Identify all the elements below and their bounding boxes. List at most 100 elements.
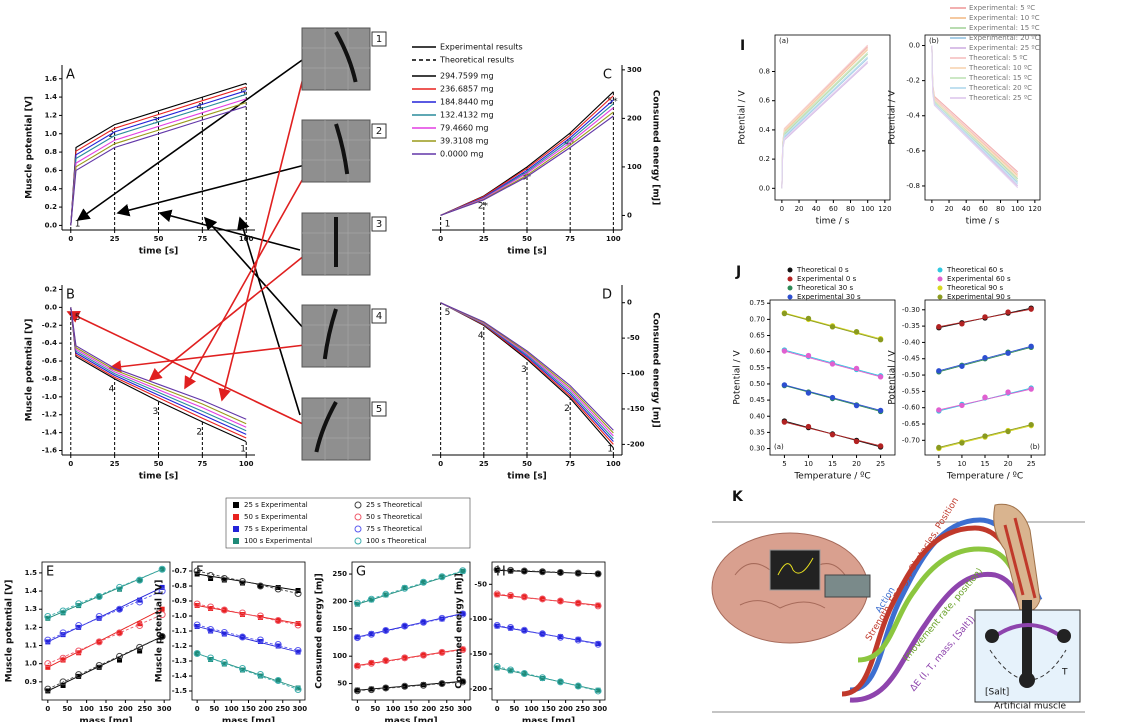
point [116,629,124,637]
point [158,587,166,595]
y-tick-label: -1.4 [42,429,57,437]
plot-frame [924,299,1046,456]
y-tick-label: -0.8 [172,582,187,590]
fit-line [357,570,463,604]
plot-frame [924,34,1041,201]
arrow [158,209,301,251]
point [575,683,581,689]
series-line [440,95,614,216]
point [520,567,528,575]
point [367,686,375,694]
point [853,402,860,409]
point [238,578,246,585]
panel-label: E [46,565,54,580]
marker-label: 4 [196,103,202,113]
x-tick-label: 50 [154,235,164,243]
point [294,590,302,597]
point [353,687,361,695]
fit-line [47,608,163,668]
point [295,649,301,655]
point [193,650,201,657]
point [438,573,446,581]
point [493,566,501,574]
y-tick-label: -0.8 [42,375,57,383]
point [220,629,228,636]
arrow [184,174,306,390]
marker-label: 1 [607,445,613,455]
point [45,615,51,621]
legend-label: 0.0000 mg [440,150,483,159]
point [275,678,281,683]
point [575,636,581,642]
point [257,583,263,589]
y-tick-label: 0.0 [759,184,770,192]
diagram-label: T [1061,668,1068,678]
y-tick-label: 200 [332,597,347,605]
point [275,643,281,649]
point [239,667,245,673]
point [76,650,82,656]
legend-swatch [787,294,793,300]
y-tick-label: 1.6 [45,75,58,83]
point [137,621,143,627]
y-tick-label: -0.65 [902,420,920,428]
y-tick-label: 0.0 [909,42,920,50]
point [76,603,82,609]
legend-swatch [787,276,793,282]
x-tick-label: 200 [118,705,133,713]
y-tick-label: -1.4 [172,672,187,680]
legend-swatch [233,502,239,508]
point [401,654,409,662]
x-tick-label: 50 [154,460,164,468]
photo-grid [302,120,370,182]
point [508,568,514,574]
subplot-label: (a) [779,37,789,45]
point [460,610,466,616]
x-tick-label: 80 [996,205,1005,213]
y-tick-label: 250 [332,570,347,578]
point [220,606,228,614]
point [574,636,582,644]
x-tick-label: 0 [930,205,934,213]
point [44,660,52,668]
x-tick-label: 0 [780,205,784,213]
point [557,569,563,575]
marker-label: 2 [196,427,202,437]
point [194,624,200,629]
diagram-label: Artificial muscle [994,702,1066,712]
point [982,355,988,361]
x-tick-label: 200 [422,705,437,713]
legend-label: Experimental 30 s [797,293,861,301]
point [556,633,564,641]
x-tick-label: 50 [522,460,532,468]
arm-muscle [1003,517,1037,599]
y-tick-label: -0.8 [906,182,920,190]
legend-label: 236.6857 mg [440,85,494,94]
legend-label: 50 s Theoretical [366,513,422,521]
y-tick-label: -1.0 [172,612,187,620]
legend-label: 132.4132 mg [440,111,494,120]
marker-label: 3 [153,116,159,126]
x-tick-label: 150 [404,705,419,713]
x-tick-label: 0 [355,705,360,713]
point [208,628,214,634]
point [59,654,67,662]
y-tick-label: -0.60 [902,404,920,412]
legend-label: Theoretical 60 s [946,266,1003,274]
legend-swatch [354,501,362,509]
point [208,657,214,662]
point [494,567,500,573]
x-tick-label: 10 [957,460,966,468]
y-tick-label: 0.75 [749,299,765,307]
fit-line [357,649,463,667]
y-tick-label: 0.70 [749,315,765,323]
point [239,580,245,586]
y-tick-label: 0 [627,211,632,219]
y-tick-label: 100 [627,163,642,171]
point [982,394,988,400]
point [438,614,446,622]
point [294,647,302,654]
point [45,639,51,645]
point [239,634,245,640]
x-tick-label: 0 [68,460,73,468]
